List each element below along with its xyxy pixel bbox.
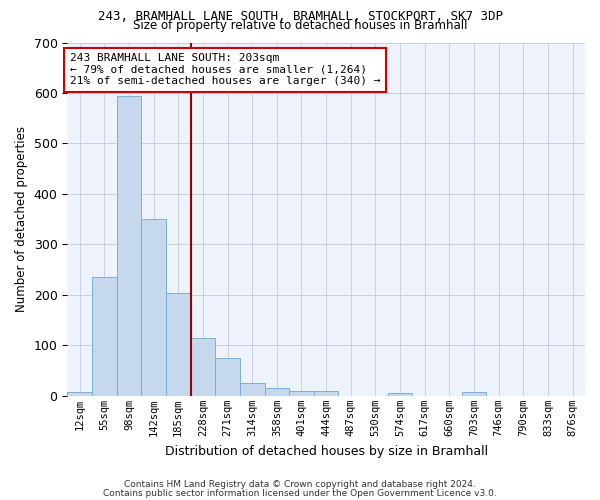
Text: Size of property relative to detached houses in Bramhall: Size of property relative to detached ho… (133, 18, 467, 32)
Bar (215, 358, 240, 396)
X-axis label: Distribution of detached houses by size in Bramhall: Distribution of detached houses by size … (164, 444, 488, 458)
Text: Contains public sector information licensed under the Open Government Licence v3: Contains public sector information licen… (103, 488, 497, 498)
Text: 243 BRAMHALL LANE SOUTH: 203sqm
← 79% of detached houses are smaller (1,264)
21%: 243 BRAMHALL LANE SOUTH: 203sqm ← 79% of… (70, 53, 380, 86)
Bar (289, 391, 314, 396)
Bar (67, 392, 92, 396)
Bar (166, 294, 191, 396)
Bar (265, 388, 289, 396)
Bar (116, 96, 141, 396)
Bar (240, 384, 265, 396)
Text: 243, BRAMHALL LANE SOUTH, BRAMHALL, STOCKPORT, SK7 3DP: 243, BRAMHALL LANE SOUTH, BRAMHALL, STOC… (97, 10, 503, 23)
Bar (141, 219, 166, 396)
Bar (462, 392, 487, 396)
Bar (191, 338, 215, 396)
Bar (92, 278, 116, 396)
Bar (388, 394, 412, 396)
Text: Contains HM Land Registry data © Crown copyright and database right 2024.: Contains HM Land Registry data © Crown c… (124, 480, 476, 489)
Y-axis label: Number of detached properties: Number of detached properties (15, 126, 28, 312)
Bar (314, 391, 338, 396)
